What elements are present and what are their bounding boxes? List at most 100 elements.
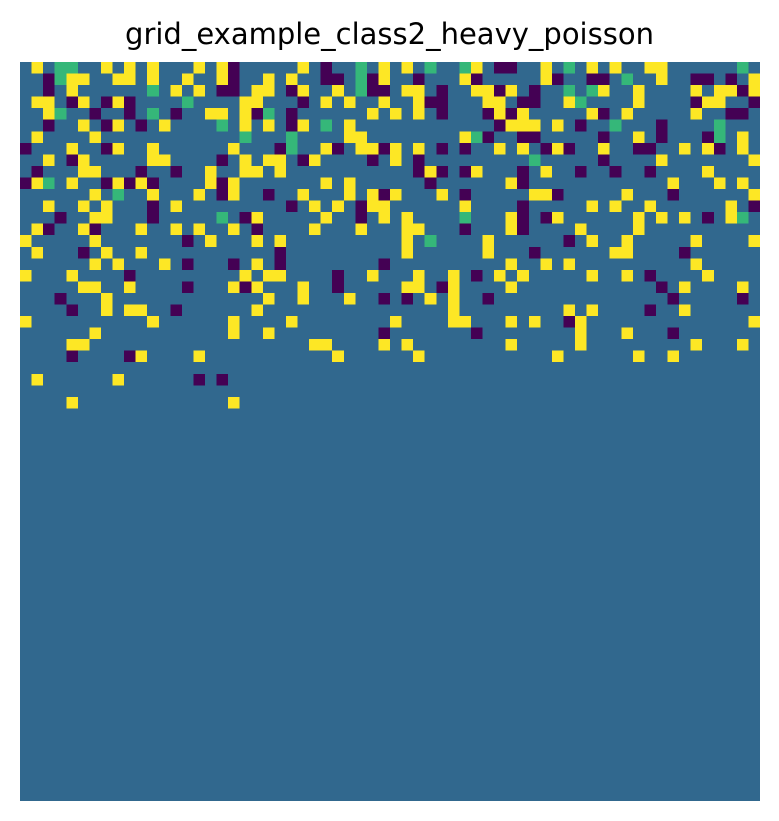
heatmap-cell [147, 269, 160, 282]
heatmap-cell [748, 142, 760, 155]
heatmap-cell [517, 396, 530, 409]
heatmap-cell [228, 108, 241, 121]
heatmap-cell [517, 489, 530, 502]
heatmap-cell [100, 131, 114, 144]
heatmap-cell [494, 581, 507, 594]
heatmap-cell [77, 523, 90, 536]
heatmap-cell [124, 304, 137, 317]
heatmap-cell [205, 581, 218, 594]
heatmap-cell [632, 142, 645, 155]
heatmap-cell [297, 697, 310, 710]
heatmap-cell [644, 96, 657, 109]
heatmap-cell [667, 339, 680, 352]
heatmap-cell [170, 627, 183, 640]
heatmap-cell [563, 396, 576, 409]
heatmap-cell [181, 489, 194, 502]
heatmap-cell [528, 154, 541, 167]
heatmap-cell [54, 777, 67, 790]
heatmap-cell [112, 339, 125, 352]
heatmap-cell [343, 754, 356, 767]
heatmap-cell [135, 535, 148, 548]
heatmap-cell [89, 789, 102, 801]
heatmap-cell [563, 777, 576, 790]
heatmap-cell [332, 258, 345, 271]
heatmap-cell [274, 246, 287, 259]
heatmap-cell [736, 581, 749, 594]
heatmap-cell [31, 62, 44, 75]
heatmap-cell [655, 466, 669, 479]
heatmap-cell [748, 535, 760, 548]
heatmap-cell [274, 720, 287, 733]
heatmap-cell [43, 73, 56, 86]
heatmap-cell [135, 443, 148, 456]
heatmap-cell [586, 304, 599, 317]
heatmap-cell [66, 443, 79, 456]
heatmap-cell [540, 500, 553, 513]
heatmap-cell [320, 235, 333, 248]
heatmap-cell [77, 662, 90, 675]
heatmap-cell [563, 142, 576, 155]
heatmap-cell [135, 154, 148, 167]
heatmap-cell [320, 292, 333, 305]
heatmap-cell [390, 235, 403, 248]
heatmap-cell [355, 431, 368, 444]
heatmap-cell [621, 650, 634, 663]
heatmap-cell [413, 258, 426, 271]
heatmap-cell [124, 281, 137, 294]
heatmap-cell [494, 546, 507, 560]
heatmap-cell [667, 708, 680, 721]
heatmap-cell [147, 235, 160, 248]
heatmap-cell [748, 546, 760, 560]
heatmap-cell [366, 96, 379, 109]
heatmap-cell [158, 385, 171, 398]
heatmap-cell [343, 558, 356, 571]
heatmap-cell [205, 431, 218, 444]
heatmap-cell [621, 604, 634, 617]
heatmap-cell [228, 627, 241, 640]
heatmap-cell [586, 212, 599, 225]
heatmap-cell [494, 789, 507, 801]
heatmap-cell [540, 489, 553, 502]
heatmap-cell [343, 292, 356, 305]
heatmap-cell [343, 697, 356, 710]
heatmap-cell [447, 62, 460, 75]
heatmap-cell [424, 327, 437, 340]
heatmap-cell [540, 754, 553, 767]
heatmap-cell [505, 108, 518, 121]
heatmap-cell [679, 408, 692, 421]
heatmap-cell [436, 200, 449, 213]
heatmap-cell [424, 142, 437, 155]
heatmap-cell [193, 789, 206, 801]
heatmap-cell [20, 396, 33, 409]
heatmap-cell [239, 570, 252, 583]
heatmap-cell [31, 85, 44, 98]
heatmap-cell [158, 500, 171, 513]
heatmap-cell [424, 754, 437, 767]
heatmap-cell [20, 189, 33, 202]
heatmap-cell [540, 200, 553, 213]
heatmap-cell [378, 558, 391, 571]
heatmap-cell [135, 339, 148, 352]
heatmap-cell [77, 350, 90, 363]
heatmap-cell [43, 96, 56, 109]
heatmap-cell [205, 466, 218, 479]
heatmap-cell [124, 546, 137, 560]
heatmap-cell [551, 789, 564, 801]
heatmap-cell [54, 212, 67, 225]
heatmap-cell [54, 766, 67, 779]
heatmap-cell [679, 177, 692, 190]
heatmap-cell [158, 431, 171, 444]
heatmap-cell [447, 546, 460, 560]
heatmap-cell [459, 85, 472, 98]
heatmap-cell [459, 454, 472, 467]
heatmap-cell [609, 362, 622, 375]
heatmap-cell [158, 235, 171, 248]
heatmap-cell [725, 454, 738, 467]
heatmap-cell [378, 154, 391, 167]
heatmap-cell [251, 62, 264, 75]
heatmap-cell [77, 558, 90, 571]
heatmap-cell [205, 650, 218, 663]
heatmap-cell [586, 546, 599, 560]
heatmap-cell [274, 766, 287, 779]
heatmap-cell [158, 304, 171, 317]
